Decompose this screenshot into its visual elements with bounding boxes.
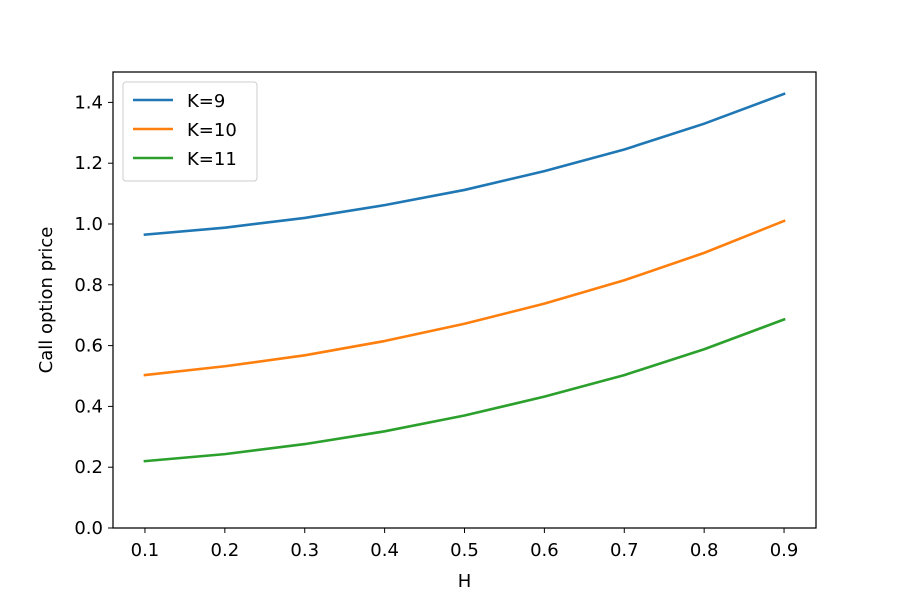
x-tick-label: 0.9 [770,540,799,561]
x-tick-label: 0.2 [211,540,240,561]
y-axis-label: Call option price [36,227,57,374]
x-tick-label: 0.6 [530,540,559,561]
y-tick-label: 0.0 [74,518,103,539]
legend: K=9 K=10 K=11 [122,81,258,182]
x-axis-label: H [458,571,472,592]
y-axis-ticks: 0.0 0.2 0.4 0.6 0.8 1.0 1.2 1.4 [74,92,113,539]
legend-box [122,81,258,182]
legend-label: K=9 [187,91,225,112]
y-tick-label: 0.6 [74,336,103,357]
x-axis-ticks: 0.1 0.2 0.3 0.4 0.5 0.6 0.7 0.8 0.9 [131,528,799,561]
legend-label: K=11 [187,149,237,170]
y-tick-label: 0.4 [74,396,103,417]
x-tick-label: 0.4 [370,540,399,561]
legend-label: K=10 [187,120,237,141]
x-tick-label: 0.8 [690,540,719,561]
x-tick-label: 0.3 [290,540,319,561]
series-lines-layer [143,92,786,463]
series-line-k9 [143,92,786,237]
y-tick-label: 1.0 [74,214,103,235]
x-tick-label: 0.5 [450,540,479,561]
series-line-k11 [143,317,786,463]
y-tick-label: 1.2 [74,153,103,174]
x-tick-label: 0.7 [610,540,639,561]
y-tick-label: 1.4 [74,92,103,113]
series-line-k10 [143,219,786,377]
x-tick-label: 0.1 [131,540,160,561]
y-tick-label: 0.2 [74,457,103,478]
y-tick-label: 0.8 [74,275,103,296]
